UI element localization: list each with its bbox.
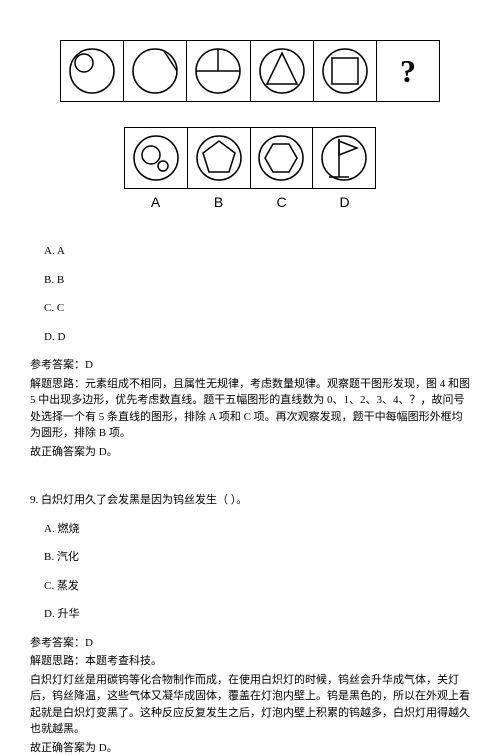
question-sequence-row: ? — [60, 40, 440, 102]
q9-answer: 参考答案：D — [30, 635, 470, 652]
shape-circle-hexagon — [256, 133, 306, 183]
seq-cell-question: ? — [377, 41, 439, 101]
q9-option-b: B. 汽化 — [44, 549, 470, 566]
q8-answer: 参考答案：D — [30, 357, 470, 374]
q8-option-c: C. C — [44, 300, 470, 317]
seq-cell-3 — [187, 41, 250, 101]
q9-conclusion: 故正确答案为 D。 — [30, 740, 470, 756]
seq-cell-5 — [314, 41, 377, 101]
answer-options-wrap: A B C D — [30, 127, 470, 213]
shape-circle-small-circle — [67, 46, 117, 96]
answer-options-row — [124, 127, 376, 189]
q9-para: 白炽灯灯丝是用碳钨等化合物制作而成，在使用白炽灯的时候，钨丝会升华成气体，关灯后… — [30, 672, 470, 738]
label-a: A — [124, 192, 187, 213]
label-d: D — [313, 192, 376, 213]
question-mark: ? — [400, 47, 416, 95]
seq-cell-1 — [61, 41, 124, 101]
q9-option-d: D. 升华 — [44, 606, 470, 623]
shape-circle-pentagon — [194, 133, 244, 183]
q9-explain: 解题思路：本题考查科技。 — [30, 653, 470, 670]
q9-stem: 9. 白炽灯用久了会发黑是因为钨丝发生（ ）。 — [30, 492, 470, 509]
answer-labels: A B C D — [124, 192, 376, 213]
q8-conclusion: 故正确答案为 D。 — [30, 444, 470, 461]
shape-circle-square — [320, 46, 370, 96]
shape-circle-flag — [319, 133, 369, 183]
opt-cell-b — [188, 128, 251, 188]
q8-option-d: D. D — [44, 329, 470, 346]
label-c: C — [250, 192, 313, 213]
q9-option-a: A. 燃烧 — [44, 521, 470, 538]
label-b: B — [187, 192, 250, 213]
q8-explain: 解题思路：元素组成不相同，且属性无规律，考虑数量规律。观察题干图形发现，图 4 … — [30, 376, 470, 442]
opt-cell-a — [125, 128, 188, 188]
seq-cell-2 — [124, 41, 187, 101]
q8-option-b: B. B — [44, 272, 470, 289]
q8-option-a: A. A — [44, 243, 470, 260]
q9-option-c: C. 蒸发 — [44, 578, 470, 595]
shape-two-circles — [131, 133, 181, 183]
shape-circle-triangle — [257, 46, 307, 96]
seq-cell-4 — [251, 41, 314, 101]
shape-circle-two-lines — [193, 46, 243, 96]
opt-cell-c — [251, 128, 314, 188]
opt-cell-d — [313, 128, 375, 188]
shape-circle-chord — [130, 46, 180, 96]
